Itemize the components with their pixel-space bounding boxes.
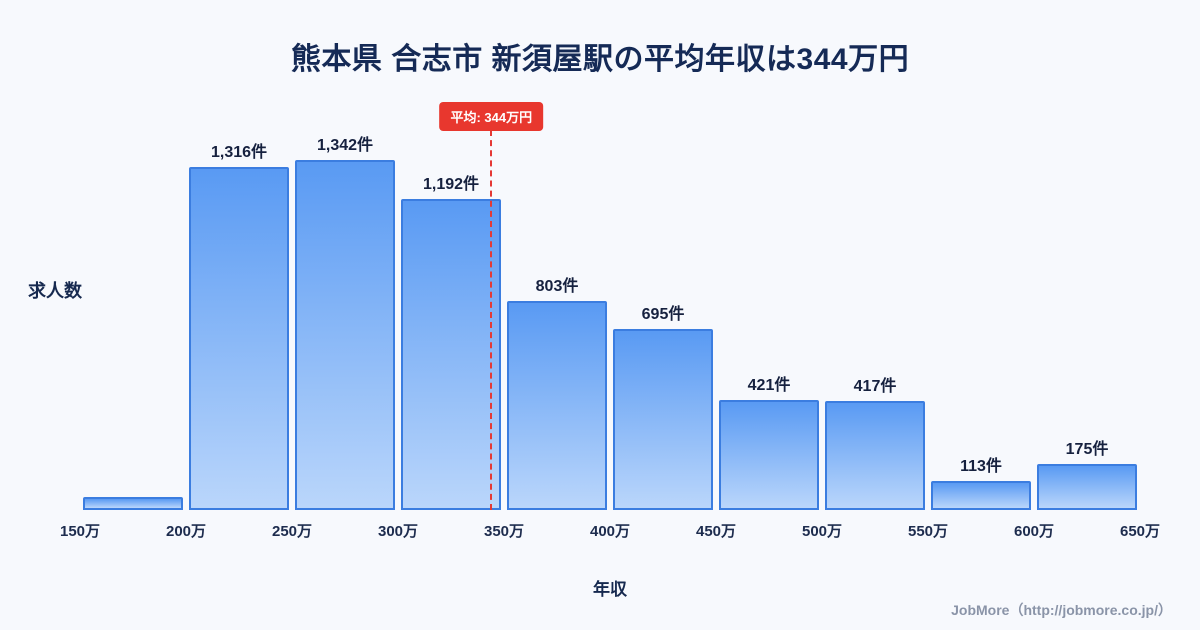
x-tick-label: 450万 <box>695 523 737 540</box>
bar-value-label: 1,342件 <box>316 137 374 154</box>
histogram-bar: 803件 <box>507 278 607 510</box>
x-axis: 150万 200万 250万 300万 350万 400万 450万 500万 550万 600万… <box>60 520 1160 542</box>
x-tick-label: 650万 <box>1119 523 1161 540</box>
x-tick-label: 600万 <box>1013 523 1055 540</box>
x-tick-label: 200万 <box>165 523 207 540</box>
bar-value-label: 1,192件 <box>422 176 480 193</box>
histogram-bar: 417件 <box>825 378 925 510</box>
histogram-bar: 1,342件 <box>295 137 395 510</box>
histogram-bar: 1,316件 <box>189 144 289 510</box>
bar-value-label: 803件 <box>535 278 579 295</box>
x-tick-label: 400万 <box>589 523 631 540</box>
bar-value-label: 421件 <box>747 377 791 394</box>
bar-value-label: 1,316件 <box>210 144 268 161</box>
x-tick-label: 300万 <box>377 523 419 540</box>
y-axis-label: 求人数 <box>28 281 82 301</box>
histogram-bar: 421件 <box>719 377 819 510</box>
chart-title: 熊本県 合志市 新須屋駅の平均年収は344万円 <box>290 43 910 76</box>
x-tick-label: 500万 <box>801 523 843 540</box>
x-tick-label: 150万 <box>59 523 101 540</box>
x-tick-label: 550万 <box>907 523 949 540</box>
average-line <box>490 130 493 510</box>
histogram-bar: 113件 <box>931 458 1031 510</box>
bar-value-label: 113件 <box>960 458 1002 475</box>
bar-value-label: 417件 <box>853 378 897 395</box>
brand-credit: JobMore（http://jobmore.co.jp/） <box>951 602 1172 618</box>
x-tick-label: 250万 <box>271 523 313 540</box>
bar-value-label: 695件 <box>641 306 685 323</box>
plot-area: 平均: 344万円 1,316件 1,342件 1,192件 803件 695件 421件… <box>80 100 1140 510</box>
bar-value-label: 175件 <box>1065 441 1109 458</box>
average-badge: 平均: 344万円 <box>439 102 544 131</box>
x-tick-label: 350万 <box>483 523 525 540</box>
histogram-bar: 175件 <box>1037 441 1137 510</box>
histogram-bar <box>83 497 183 510</box>
x-axis-label: 年収 <box>593 580 627 599</box>
histogram-bar: 695件 <box>613 306 713 510</box>
histogram-bar: 1,192件 <box>401 176 501 510</box>
